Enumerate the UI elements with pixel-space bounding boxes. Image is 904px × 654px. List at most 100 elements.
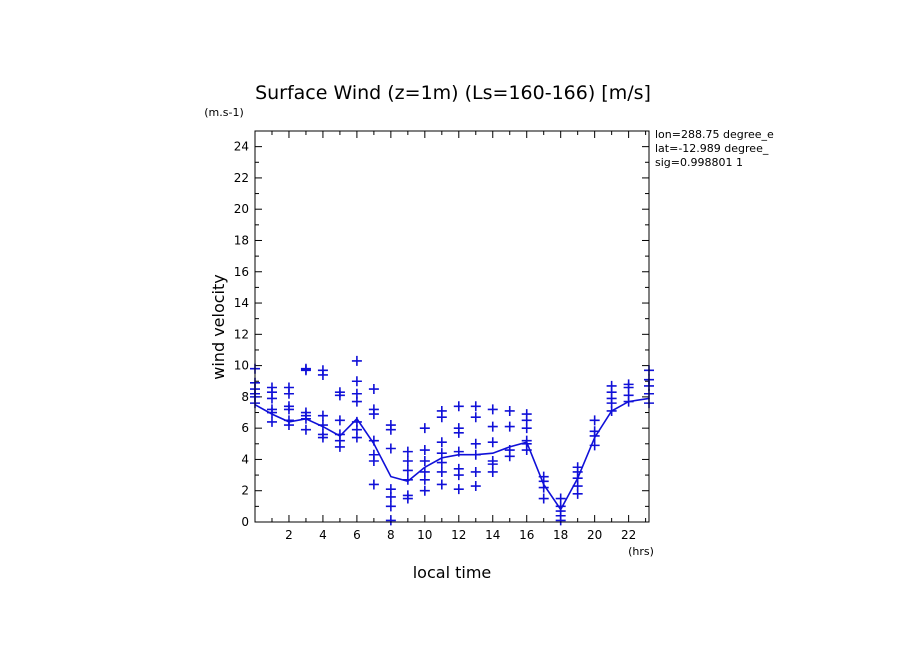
data-point-marker <box>317 429 328 440</box>
y-tick-label: 22 <box>234 171 249 185</box>
x-tick-label: 16 <box>519 528 534 542</box>
plot-frame <box>254 130 650 523</box>
y-tick-label: 20 <box>234 202 249 216</box>
data-point-marker <box>487 437 498 448</box>
y-tick-label: 14 <box>234 296 249 310</box>
data-point-marker <box>368 384 379 395</box>
data-point-marker <box>266 404 277 415</box>
data-point-marker <box>572 462 583 473</box>
y-tick-label: 8 <box>241 390 249 404</box>
data-point-marker <box>419 423 430 434</box>
data-point-marker <box>538 493 549 504</box>
x-tick-label: 18 <box>553 528 568 542</box>
x-tick-label: 6 <box>353 528 361 542</box>
x-tick-label: 20 <box>587 528 602 542</box>
data-point-marker <box>623 379 634 390</box>
data-point-marker <box>317 410 328 421</box>
data-point-marker <box>470 466 481 477</box>
data-point-marker <box>300 407 311 418</box>
data-series <box>250 355 654 526</box>
x-unit-label: (hrs) <box>628 545 654 558</box>
data-point-marker <box>504 445 515 456</box>
x-tick-label: 10 <box>417 528 432 542</box>
data-point-marker <box>317 420 328 431</box>
data-point-marker <box>283 401 294 412</box>
data-point-marker <box>521 409 532 420</box>
info-lat: lat=-12.989 degree_ <box>655 142 769 155</box>
data-point-marker <box>351 388 362 399</box>
data-point-marker <box>385 515 396 526</box>
data-point-marker <box>334 429 345 440</box>
data-point-marker <box>266 382 277 393</box>
data-point-marker <box>453 484 464 495</box>
y-axis-label: wind velocity <box>209 274 228 379</box>
x-tick-label: 22 <box>621 528 636 542</box>
y-tick-label: 2 <box>241 484 249 498</box>
data-point-marker <box>606 380 617 391</box>
data-point-marker <box>402 490 413 501</box>
data-point-marker <box>419 485 430 496</box>
info-sig: sig=0.998801 1 <box>655 156 743 169</box>
y-tick-label: 24 <box>234 140 249 154</box>
data-point-marker <box>317 365 328 376</box>
data-point-marker <box>368 449 379 460</box>
y-tick-label: 6 <box>241 421 249 435</box>
data-point-marker <box>368 435 379 446</box>
mean-line <box>254 397 650 512</box>
data-point-marker <box>334 415 345 426</box>
data-point-marker <box>470 438 481 449</box>
y-unit-label: (m.s-1) <box>204 106 244 119</box>
chart-title: Surface Wind (z=1m) (Ls=160-166) [m/s] <box>255 82 651 104</box>
data-point-marker <box>453 401 464 412</box>
y-tick-label: 10 <box>234 359 249 373</box>
data-point-marker <box>385 484 396 495</box>
data-point-marker <box>351 416 362 427</box>
data-point-marker <box>351 376 362 387</box>
data-point-marker <box>436 405 447 416</box>
x-tick-label: 12 <box>451 528 466 542</box>
data-point-marker <box>419 445 430 456</box>
y-tick-label: 16 <box>234 265 249 279</box>
data-point-marker <box>589 426 600 437</box>
data-point-marker <box>589 440 600 451</box>
data-point-marker <box>470 481 481 492</box>
data-point-marker <box>470 449 481 460</box>
data-point-marker <box>402 465 413 476</box>
y-tick-label: 4 <box>241 452 249 466</box>
x-tick-label: 4 <box>319 528 327 542</box>
x-axis-label: local time <box>413 563 492 582</box>
data-point-marker <box>487 404 498 415</box>
data-point-marker <box>419 456 430 467</box>
data-point-marker <box>385 443 396 454</box>
x-tick-label: 14 <box>485 528 500 542</box>
x-tick-label: 8 <box>387 528 395 542</box>
data-point-marker <box>368 404 379 415</box>
info-lon: lon=288.75 degree_e <box>655 128 774 141</box>
data-point-marker <box>436 457 447 468</box>
y-tick-label: 12 <box>234 327 249 341</box>
info-clip-mask <box>780 126 904 176</box>
data-point-marker <box>589 415 600 426</box>
data-point-marker <box>521 435 532 446</box>
data-point-marker <box>487 456 498 467</box>
data-point-marker <box>436 437 447 448</box>
data-point-marker <box>402 456 413 467</box>
data-point-marker <box>538 471 549 482</box>
x-tick-label: 2 <box>285 528 293 542</box>
data-point-marker <box>504 421 515 432</box>
data-point-marker <box>436 448 447 459</box>
data-point-marker <box>470 401 481 412</box>
y-tick-label: 0 <box>241 515 249 529</box>
data-point-marker <box>436 466 447 477</box>
data-point-marker <box>419 466 430 477</box>
data-point-marker <box>453 446 464 457</box>
data-point-marker <box>351 355 362 366</box>
data-point-marker <box>283 415 294 426</box>
data-point-marker <box>436 479 447 490</box>
data-point-marker <box>385 501 396 512</box>
data-point-marker <box>453 423 464 434</box>
data-point-marker <box>453 463 464 474</box>
data-point-marker <box>402 446 413 457</box>
